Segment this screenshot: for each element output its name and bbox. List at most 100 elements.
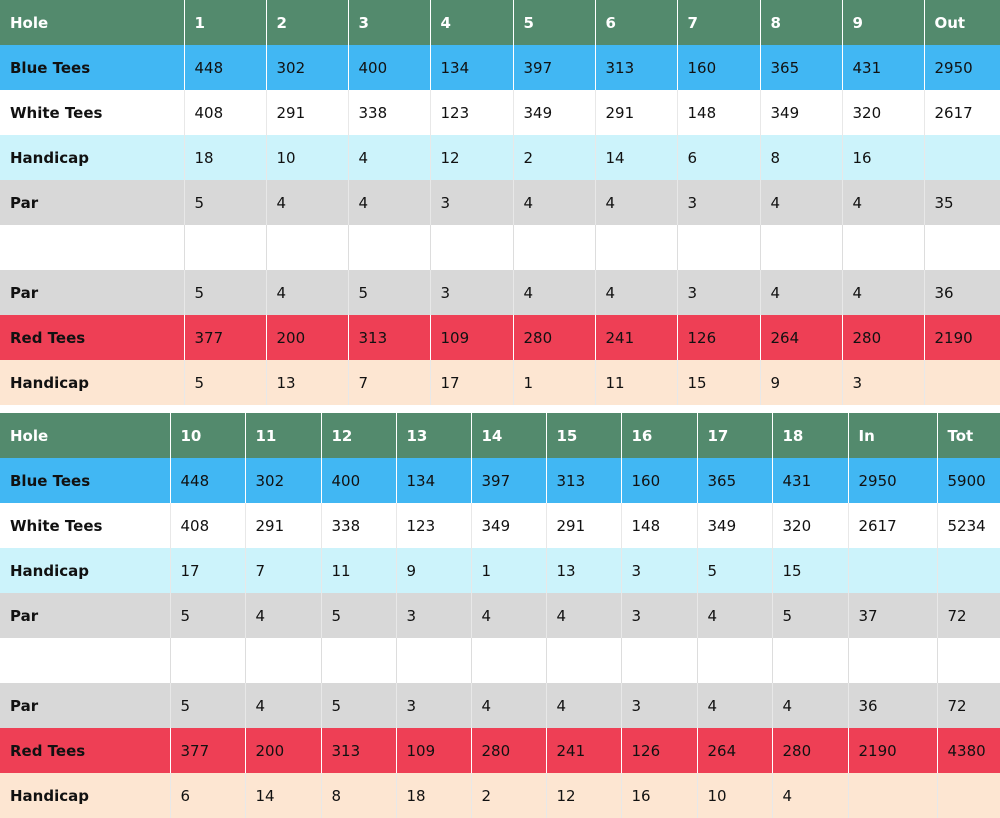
cell-in: 36	[847, 683, 937, 728]
cell-6: 4	[594, 270, 677, 315]
cell-14: 14	[470, 413, 546, 458]
cell-2: 302	[265, 45, 348, 90]
cell-1: 408	[183, 90, 266, 135]
cell-16	[620, 638, 697, 683]
cell-out: 2190	[923, 315, 1000, 360]
cell-4: 4	[429, 0, 513, 45]
row-label	[0, 638, 170, 683]
row-label: White Tees	[10, 103, 103, 122]
cell-14: 4	[470, 683, 546, 728]
cell-2: 10	[265, 135, 348, 180]
cell-13: 3	[395, 593, 471, 638]
cell-tot	[936, 638, 1000, 683]
cell-2: 4	[265, 270, 348, 315]
cell-6	[594, 225, 677, 270]
cell-in	[847, 638, 937, 683]
back-nine-scorecard: Hole 10 11 12 13 14 15 16 17 18 In Tot Blue Tees 448 3…	[0, 413, 1000, 818]
cell-9: 280	[841, 315, 924, 360]
cell-13: 9	[395, 548, 471, 593]
cell-10: 448	[169, 458, 245, 503]
cell-9: 320	[841, 90, 924, 135]
cell-17: 5	[696, 548, 772, 593]
cell-4: 3	[429, 270, 513, 315]
cell-14: 280	[470, 728, 546, 773]
cell-1: 448	[183, 45, 266, 90]
cell-in: 37	[847, 593, 937, 638]
cell-15: 12	[545, 773, 621, 818]
cell-3: 313	[347, 315, 430, 360]
empty-row	[0, 225, 1000, 270]
cell-6: 291	[594, 90, 677, 135]
table-divider	[0, 405, 1000, 413]
cell-13: 18	[395, 773, 471, 818]
empty-row	[0, 638, 1000, 683]
cell-out	[923, 135, 1000, 180]
par-row: Par 5 4 5 3 4 4 3 4 4 36 72	[0, 683, 1000, 728]
cell-9: 4	[841, 180, 924, 225]
cell-18: 280	[771, 728, 848, 773]
cell-17: 4	[696, 683, 772, 728]
row-label: Red Tees	[10, 328, 86, 347]
cell-1	[183, 225, 266, 270]
cell-7: 15	[676, 360, 760, 405]
cell-out	[923, 225, 1000, 270]
cell-16: 160	[620, 458, 697, 503]
cell-4: 17	[429, 360, 513, 405]
row-label: Handicap	[10, 786, 89, 805]
cell-9: 9	[841, 0, 924, 45]
cell-in: 2190	[847, 728, 937, 773]
cell-14: 397	[470, 458, 546, 503]
cell-15: 241	[545, 728, 621, 773]
cell-8: 4	[759, 270, 842, 315]
cell-16: 16	[620, 413, 697, 458]
cell-11: 302	[244, 458, 321, 503]
cell-9: 4	[841, 270, 924, 315]
cell-2	[265, 225, 348, 270]
cell-tot: 72	[936, 593, 1000, 638]
cell-16: 16	[620, 773, 697, 818]
cell-18	[771, 638, 848, 683]
cell-2: 200	[265, 315, 348, 360]
cell-18: 4	[771, 683, 848, 728]
cell-6: 241	[594, 315, 677, 360]
cell-10: 408	[169, 503, 245, 548]
cell-15: 4	[545, 593, 621, 638]
cell-12: 313	[320, 728, 396, 773]
cell-14: 349	[470, 503, 546, 548]
cell-5: 397	[512, 45, 595, 90]
cell-6: 14	[594, 135, 677, 180]
cell-10: 17	[169, 548, 245, 593]
row-label: White Tees	[10, 516, 103, 535]
cell-17: 4	[696, 593, 772, 638]
cell-5	[512, 225, 595, 270]
cell-1: 18	[183, 135, 266, 180]
cell-7: 3	[676, 180, 760, 225]
cell-8	[759, 225, 842, 270]
cell-tot: 5900	[936, 458, 1000, 503]
cell-out: 36	[923, 270, 1000, 315]
row-label: Par	[10, 606, 39, 625]
cell-4: 134	[429, 45, 513, 90]
cell-1: 377	[183, 315, 266, 360]
par-row: Par 5 4 5 3 4 4 3 4 4 36	[0, 270, 1000, 315]
red-row: Red Tees 377 200 313 109 280 241 126 264 280 2190	[0, 315, 1000, 360]
par-row: Par 5 4 5 3 4 4 3 4 5 37 72	[0, 593, 1000, 638]
blue-row: Blue Tees 448 302 400 134 397 313 160 365 431 2950…	[0, 458, 1000, 503]
cell-7: 148	[676, 90, 760, 135]
cell-5: 4	[512, 270, 595, 315]
cell-out: 35	[923, 180, 1000, 225]
cell-11: 200	[244, 728, 321, 773]
cell-6: 4	[594, 180, 677, 225]
cell-tot	[936, 548, 1000, 593]
cell-2: 291	[265, 90, 348, 135]
cell-in: 2617	[847, 503, 937, 548]
cell-12	[320, 638, 396, 683]
cell-7: 160	[676, 45, 760, 90]
cell-9: 16	[841, 135, 924, 180]
cell-2: 4	[265, 180, 348, 225]
cell-5: 2	[512, 135, 595, 180]
row-label: Handicap	[10, 148, 89, 167]
cell-16: 126	[620, 728, 697, 773]
row-label	[0, 225, 184, 270]
cell-3: 4	[347, 180, 430, 225]
